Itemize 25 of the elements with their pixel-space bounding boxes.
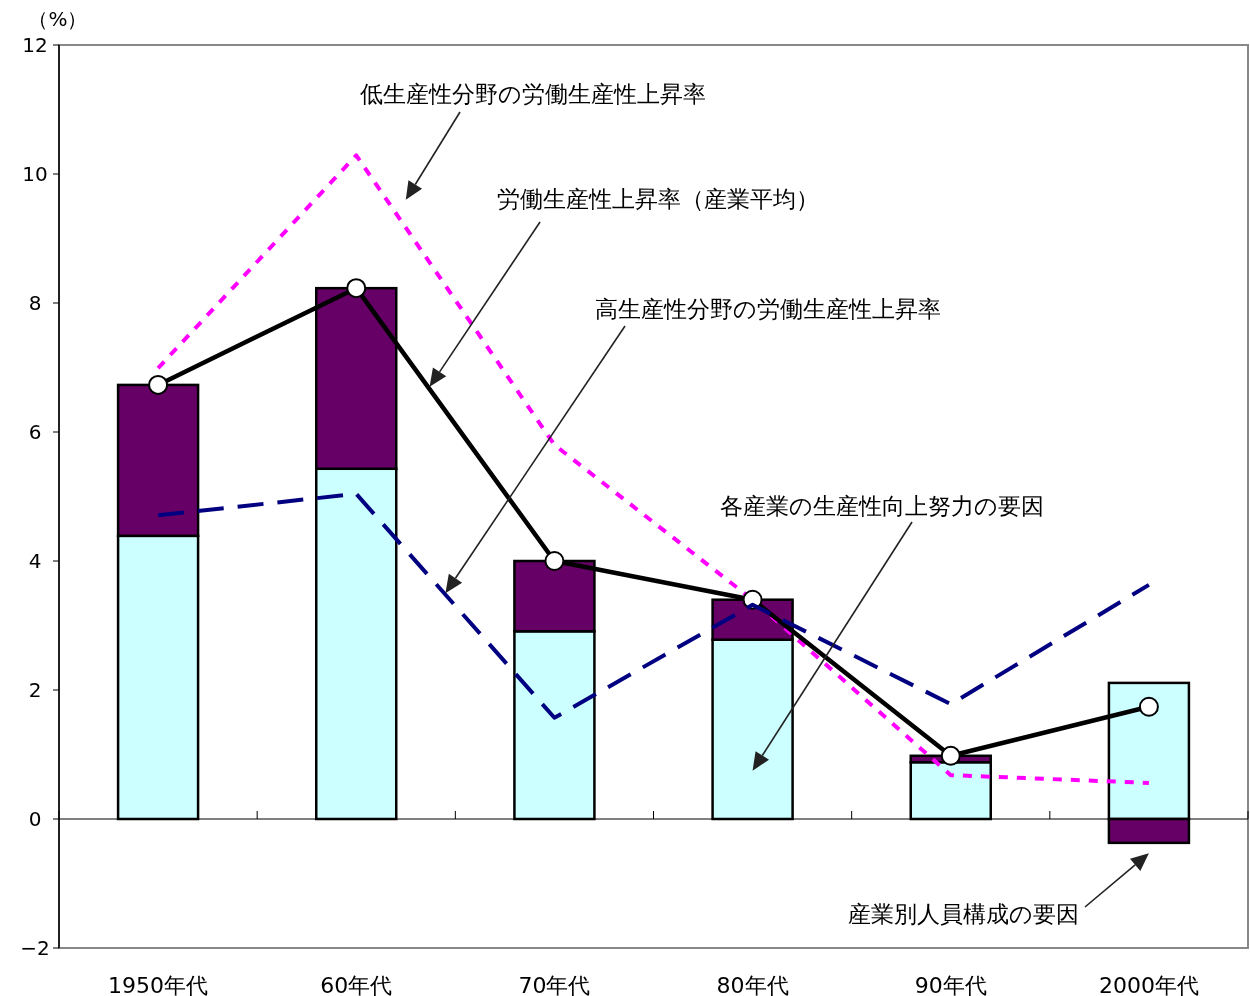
y-tick-label: 6 xyxy=(28,420,42,444)
point xyxy=(940,745,961,766)
point xyxy=(346,278,367,299)
text: 各産業の生産性向上努力の要因 xyxy=(720,493,1044,519)
x-tick-label: 90年代 xyxy=(914,973,987,996)
y-tick-label: −2 xyxy=(20,936,50,960)
y-axis-title: （%） xyxy=(28,7,88,31)
point xyxy=(1138,696,1159,717)
text: 低生産性分野の労働生産性上昇率 xyxy=(360,81,706,107)
y-tick-label: 12 xyxy=(22,33,48,57)
point xyxy=(544,551,565,571)
y-tick-label: 10 xyxy=(22,162,48,186)
x-tick-label: 80年代 xyxy=(716,973,789,996)
x-tick-label: 1950年代 xyxy=(108,973,209,996)
y-tick-label: 2 xyxy=(28,678,42,702)
y-tick-label: 8 xyxy=(28,291,42,315)
x-tick-label: 60年代 xyxy=(320,973,393,996)
x-tick-label: 70年代 xyxy=(518,973,591,996)
text: 産業別人員構成の要因 xyxy=(848,901,1079,927)
y-tick-label: 4 xyxy=(28,549,42,573)
x-tick-label: 2000年代 xyxy=(1098,973,1199,996)
y-tick-label: 0 xyxy=(28,807,42,831)
text: 労働生産性上昇率（産業平均） xyxy=(497,186,819,212)
text: 高生産性分野の労働生産性上昇率 xyxy=(595,296,941,322)
point xyxy=(148,374,169,395)
